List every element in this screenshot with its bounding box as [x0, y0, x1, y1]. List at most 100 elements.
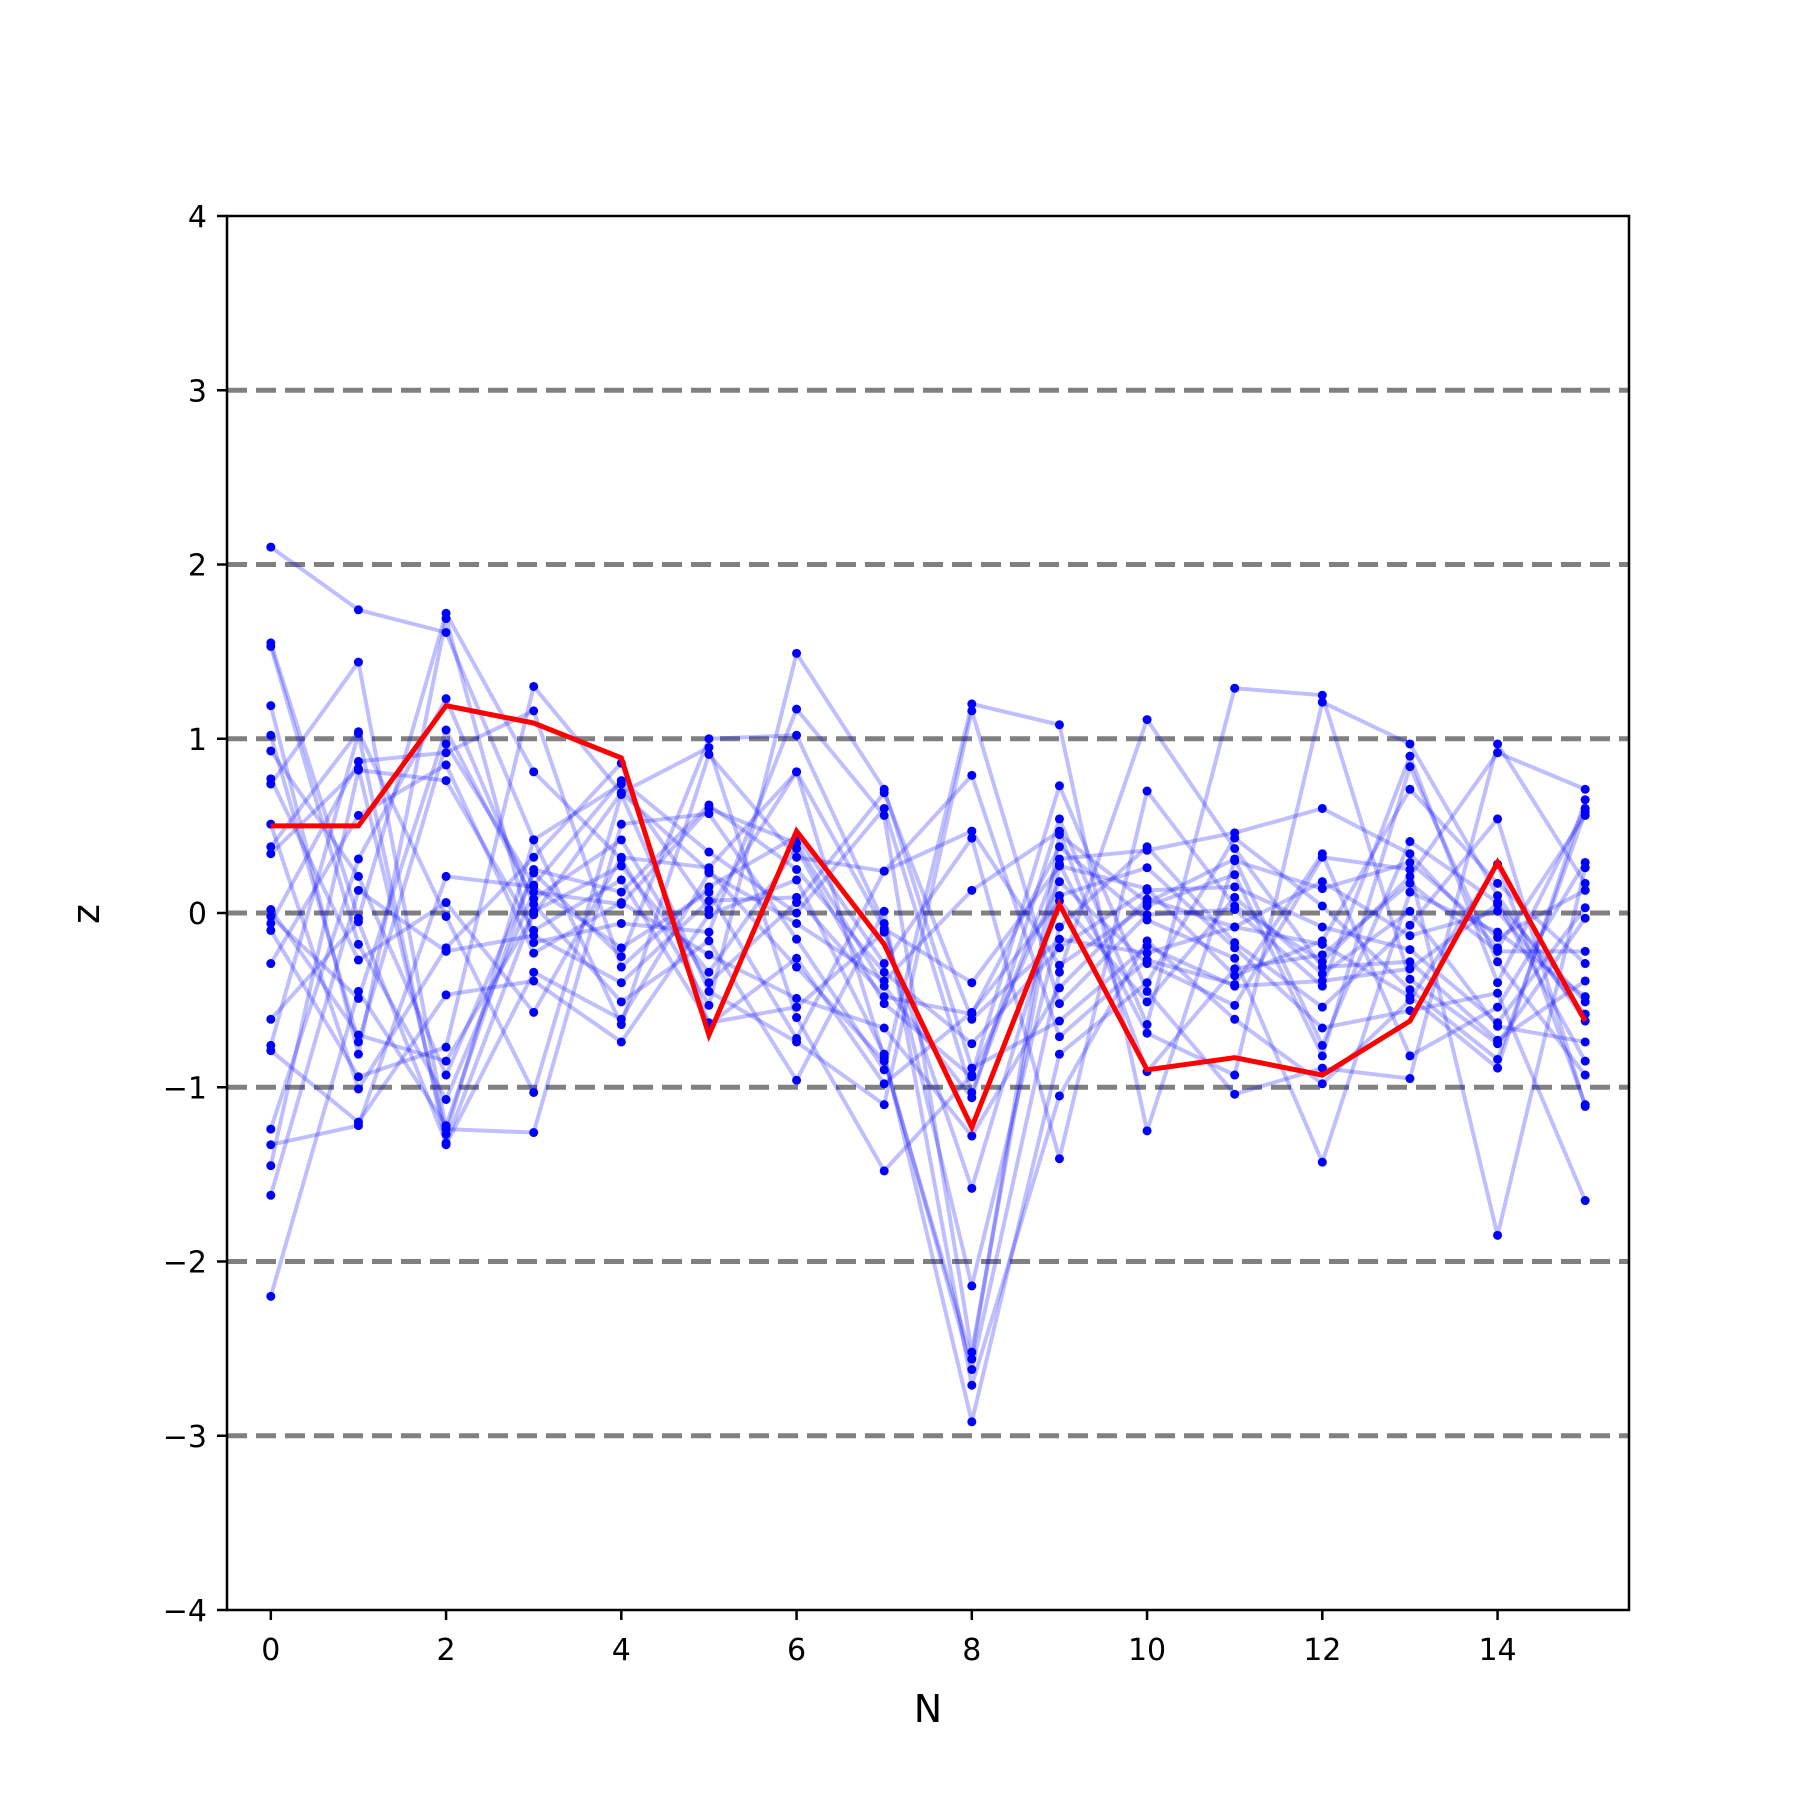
data-point: [967, 770, 977, 780]
data-point: [529, 767, 539, 777]
data-point: [879, 810, 889, 820]
data-point: [266, 730, 276, 740]
data-point: [1317, 849, 1327, 859]
data-point: [353, 1049, 363, 1059]
data-point: [353, 993, 363, 1003]
data-point: [1580, 885, 1590, 895]
data-point: [529, 976, 539, 986]
data-point: [529, 852, 539, 862]
data-point: [266, 746, 276, 756]
data-point: [1317, 950, 1327, 960]
data-point: [1580, 1070, 1590, 1080]
data-point: [1493, 906, 1503, 916]
data-point: [879, 1056, 889, 1066]
data-point: [441, 911, 451, 921]
data-point: [879, 999, 889, 1009]
x-tick-label: 14: [1478, 1633, 1516, 1668]
background-series-line: [268, 696, 1588, 1388]
data-point: [1142, 863, 1152, 873]
data-point: [1142, 842, 1152, 852]
data-point: [1493, 1002, 1503, 1012]
data-point: [266, 542, 276, 552]
data-point: [967, 1063, 977, 1073]
data-point: [1317, 1079, 1327, 1089]
data-point: [529, 1128, 539, 1138]
data-point: [441, 898, 451, 908]
data-point: [1493, 978, 1503, 988]
data-point: [616, 943, 626, 953]
data-point: [1054, 960, 1064, 970]
data-point: [266, 925, 276, 935]
data-point: [1230, 971, 1240, 981]
data-point: [1142, 1126, 1152, 1136]
data-point: [441, 776, 451, 786]
data-point: [967, 1417, 977, 1427]
data-point: [792, 1033, 802, 1043]
data-point: [616, 788, 626, 798]
y-axis-label: z: [64, 904, 108, 924]
data-point: [1317, 969, 1327, 979]
data-point: [616, 1014, 626, 1024]
data-point: [441, 748, 451, 758]
data-point: [879, 927, 889, 937]
data-point: [1230, 854, 1240, 864]
data-point: [353, 917, 363, 927]
data-point: [529, 864, 539, 874]
data-point: [353, 1121, 363, 1131]
data-point: [1230, 882, 1240, 892]
data-point: [967, 1087, 977, 1097]
data-point: [879, 1065, 889, 1075]
data-point: [1580, 857, 1590, 867]
data-point: [879, 992, 889, 1002]
data-point: [266, 1291, 276, 1301]
data-point: [266, 1190, 276, 1200]
data-point: [353, 1072, 363, 1082]
data-point: [1317, 981, 1327, 991]
data-point: [1230, 979, 1240, 989]
data-point: [792, 1075, 802, 1085]
data-point: [967, 978, 977, 988]
data-point: [792, 875, 802, 885]
data-point: [879, 1079, 889, 1089]
data-point: [1580, 1100, 1590, 1110]
data-point: [1317, 1063, 1327, 1073]
data-point: [1142, 955, 1152, 965]
data-point: [529, 967, 539, 977]
data-point: [616, 1037, 626, 1047]
data-point: [441, 1070, 451, 1080]
data-point: [704, 847, 714, 857]
data-point: [1493, 988, 1503, 998]
data-point: [266, 918, 276, 928]
data-point: [1317, 1023, 1327, 1033]
data-point: [1230, 1070, 1240, 1080]
data-point: [529, 681, 539, 691]
data-point: [704, 978, 714, 988]
background-series-line: [269, 708, 1587, 1107]
data-point: [792, 864, 802, 874]
data-point: [1317, 1040, 1327, 1050]
data-point: [1230, 1014, 1240, 1024]
data-point: [1580, 784, 1590, 794]
background-series-line: [268, 802, 1587, 1297]
data-point: [1405, 784, 1415, 794]
data-point: [529, 706, 539, 716]
data-point: [1580, 976, 1590, 986]
data-point: [704, 936, 714, 946]
y-tick-label: −2: [163, 1246, 207, 1281]
data-point: [1493, 739, 1503, 749]
data-point: [616, 952, 626, 962]
data-point: [1493, 1230, 1503, 1240]
data-point: [616, 887, 626, 897]
background-series-line: [269, 811, 1588, 1424]
data-point: [353, 871, 363, 881]
data-point: [1142, 986, 1152, 996]
data-point: [704, 800, 714, 810]
data-point: [1405, 1051, 1415, 1061]
data-point: [616, 997, 626, 1007]
data-point: [616, 776, 626, 786]
data-point: [1230, 922, 1240, 932]
data-point: [1405, 920, 1415, 930]
data-point: [1317, 697, 1327, 707]
x-tick-label: 8: [962, 1633, 981, 1668]
x-tick-label: 6: [787, 1633, 806, 1668]
